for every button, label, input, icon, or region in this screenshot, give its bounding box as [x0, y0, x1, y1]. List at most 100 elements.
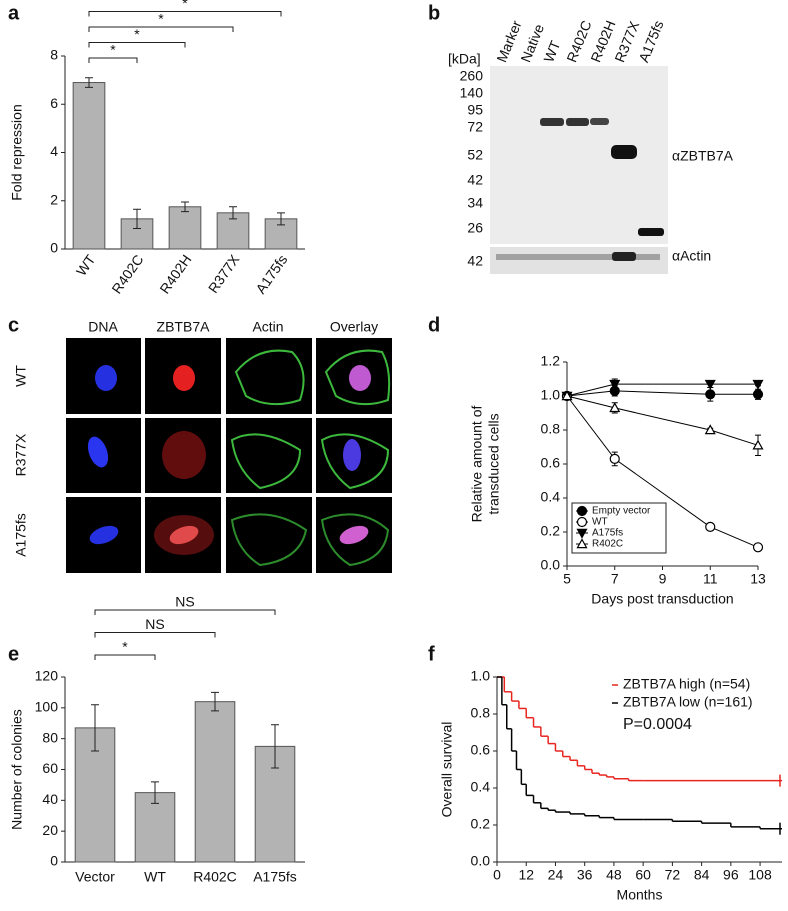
error-bar — [85, 77, 93, 88]
y-tick-label: 80 — [42, 729, 58, 745]
marker — [705, 521, 716, 533]
antibody-label: αActin — [672, 248, 711, 264]
line — [566, 383, 758, 397]
marker — [609, 379, 621, 390]
marker — [752, 389, 764, 400]
legend-marker — [576, 516, 588, 528]
kda-label: 140 — [460, 85, 484, 101]
y-tick-label: 2 — [50, 191, 58, 207]
x-tick-label: 7 — [611, 571, 619, 587]
legend-label: A175fs — [592, 528, 623, 539]
row-label: WT — [13, 365, 29, 387]
y-axis-label: Number of colonies — [9, 709, 25, 830]
cell-outline — [320, 513, 390, 567]
y-tick-label: 0 — [50, 853, 58, 869]
nucleus — [169, 525, 199, 545]
error-bar — [133, 208, 141, 229]
y-tick-label: 0.6 — [471, 742, 491, 758]
lane-label: WT — [540, 38, 563, 65]
significance-label: * — [182, 0, 188, 11]
x-tick-label: WT — [144, 869, 166, 885]
kda-label: 95 — [467, 102, 483, 118]
nucleus — [339, 525, 369, 545]
nucleus — [95, 365, 117, 391]
x-tick-label: 24 — [548, 867, 564, 883]
y-tick-label: 0.8 — [541, 421, 561, 437]
marker — [609, 402, 621, 413]
legend-label: Empty vector — [592, 506, 651, 517]
significance-label: * — [134, 26, 140, 42]
y-tick-label: 0.0 — [541, 557, 561, 573]
marker — [704, 424, 716, 435]
blot-membrane — [490, 247, 668, 274]
error-bar — [229, 206, 237, 220]
x-tick-label: 48 — [606, 867, 622, 883]
micrographs: DNA ZBTB7A Actin Overlay WT R377X A175fs — [13, 319, 392, 573]
nucleus — [349, 365, 371, 391]
blot-band — [496, 254, 660, 260]
kda-label: 42 — [467, 172, 483, 188]
error-bar — [181, 201, 189, 213]
blot-band — [611, 145, 637, 159]
significance-bracket — [88, 26, 234, 32]
error-bar — [91, 704, 99, 752]
significance-bracket — [88, 57, 138, 63]
kda-label: 52 — [467, 147, 483, 163]
y-tick-label: 0.8 — [471, 705, 491, 721]
marker — [752, 542, 764, 553]
kda-label: 260 — [460, 68, 484, 84]
y-axis-label: transduced cells — [486, 413, 502, 514]
x-tick-label: R402C — [193, 869, 237, 885]
significance-label: * — [122, 639, 128, 655]
nucleus — [343, 439, 361, 471]
y-tick-label: 0.4 — [471, 779, 491, 795]
y-tick-label: 1.2 — [541, 353, 561, 369]
panel-label: c — [8, 314, 19, 336]
blot-unit: [kDa] — [448, 51, 481, 67]
x-tick-label: 13 — [750, 571, 766, 587]
y-tick-label: 60 — [42, 760, 58, 776]
legend-label: ZBTB7A high (n=54) — [623, 676, 750, 692]
legend-label: WT — [592, 517, 608, 528]
x-tick-label: 96 — [723, 867, 739, 883]
y-tick-label: 8 — [50, 47, 58, 63]
antibody-label: αZBTB7A — [672, 148, 734, 164]
line — [566, 390, 758, 397]
western-blot: [kDa] Marker Native WT R402C R402H R377X… — [448, 18, 734, 274]
bar — [194, 701, 236, 863]
legend-label: R402C — [592, 539, 623, 550]
blot-band — [540, 118, 564, 126]
cell-outline — [230, 513, 308, 567]
column-label: Overlay — [330, 319, 378, 335]
legend-marker — [576, 538, 588, 549]
kda-label: 34 — [467, 195, 483, 211]
marker — [705, 389, 716, 400]
cell-outline — [230, 433, 302, 490]
panel-label: e — [8, 643, 19, 665]
bar — [168, 206, 202, 250]
x-tick-label: 108 — [748, 867, 772, 883]
y-axis-label: Overall survival — [439, 722, 455, 818]
line — [566, 395, 759, 548]
significance-bracket — [94, 632, 216, 638]
blot-band — [638, 228, 664, 236]
y-tick-label: 40 — [42, 791, 58, 807]
significance-bracket — [94, 654, 156, 660]
annotation: P=0.0004 — [623, 716, 692, 733]
significance-label: * — [158, 11, 164, 27]
nucleus — [89, 525, 119, 545]
panel-label: b — [428, 2, 440, 24]
x-tick-label: 0 — [493, 867, 501, 883]
significance-label: * — [110, 42, 116, 58]
x-tick-label: 9 — [659, 571, 667, 587]
x-tick-label: Vector — [75, 869, 115, 885]
y-tick-label: 0.2 — [541, 523, 561, 539]
x-tick-label: 60 — [635, 867, 651, 883]
error-bar — [211, 691, 219, 712]
row-label: A175fs — [13, 513, 29, 557]
x-tick-label: R377X — [205, 251, 243, 296]
x-tick-label: 5 — [563, 571, 571, 587]
legend-marker — [576, 505, 588, 517]
nucleus — [87, 436, 109, 468]
x-axis-label: Months — [617, 887, 663, 903]
